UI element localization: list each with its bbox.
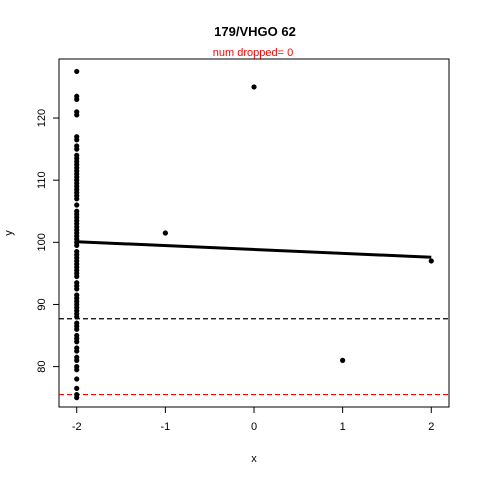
data-point-3 <box>74 96 80 102</box>
data-point-77 <box>428 258 434 264</box>
fit-line-layer <box>76 240 432 259</box>
data-point-74 <box>162 230 168 236</box>
data-point-73 <box>74 395 80 401</box>
y-tick-label: 100 <box>36 233 48 251</box>
data-point-71 <box>74 385 80 391</box>
y-tick-label: 120 <box>36 109 48 127</box>
data-point-7 <box>74 137 80 143</box>
plot-frame <box>58 58 450 408</box>
y-tick-label: 90 <box>36 298 48 310</box>
y-tick-label: 110 <box>36 171 48 189</box>
x-axis-label: x <box>251 453 257 465</box>
data-point-25 <box>74 202 80 208</box>
chart-subtitle: num dropped= 0 <box>213 47 293 59</box>
x-tick-label: 1 <box>340 421 346 433</box>
fit-line <box>76 240 432 259</box>
data-point-76 <box>340 357 346 363</box>
data-point-1 <box>74 68 80 75</box>
chart-title: 179/VHGO 62 <box>214 24 296 39</box>
data-points <box>74 68 434 401</box>
data-point-75 <box>251 84 257 90</box>
data-point-24 <box>74 196 80 202</box>
data-point-67 <box>74 357 80 363</box>
x-axis: -2 -1 0 1 2 <box>72 406 434 433</box>
data-point-46 <box>74 273 80 280</box>
x-tick-label: -1 <box>160 421 170 433</box>
data-point-37 <box>74 242 80 249</box>
data-point-5 <box>74 112 80 118</box>
data-point-9 <box>74 146 80 152</box>
data-point-69 <box>74 367 80 373</box>
reference-lines <box>59 318 449 396</box>
x-tick-label: 0 <box>251 421 257 433</box>
data-point-60 <box>74 326 80 332</box>
data-point-49 <box>74 286 80 292</box>
data-point-70 <box>74 376 80 382</box>
x-tick-label: -2 <box>72 421 82 433</box>
data-point-65 <box>74 348 80 354</box>
x-tick-label: 2 <box>428 421 434 433</box>
data-point-57 <box>74 314 80 320</box>
y-axis: 80 90 100 110 120 <box>36 109 60 373</box>
data-point-63 <box>74 339 80 345</box>
y-axis-label: y <box>3 230 15 236</box>
y-tick-label: 80 <box>36 360 48 372</box>
